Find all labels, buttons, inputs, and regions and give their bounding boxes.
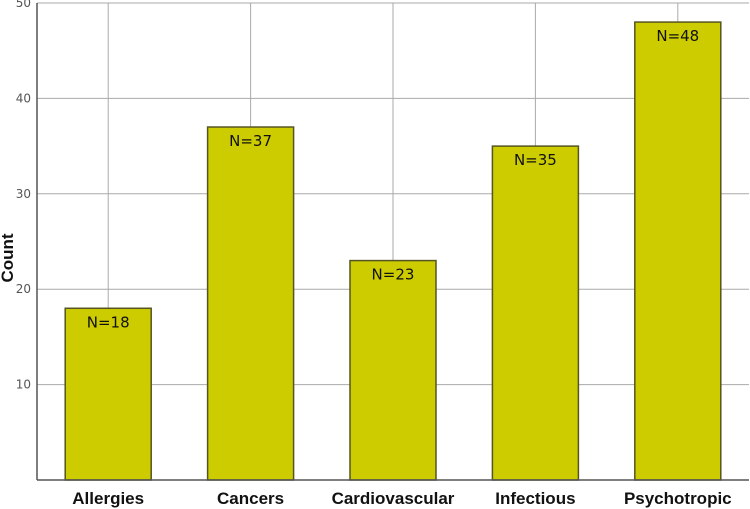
data-label-cardiovascular: N=23 [372,266,415,284]
y-tick-label: 20 [16,282,31,296]
data-labels: N=18 N=37 N=23 N=35 N=48 [87,27,699,331]
y-tick-label: 50 [16,0,31,10]
x-tick-label-infectious: Infectious [495,489,575,508]
bar-cancers [206,126,295,481]
bar-infectious [491,145,580,481]
data-label-cancers: N=37 [229,132,272,150]
x-tick-label-cardiovascular: Cardiovascular [332,489,455,508]
x-tick-label-cancers: Cancers [217,489,284,508]
bar-cardiovascular [349,259,437,481]
y-tick-labels: 10 20 30 40 50 [16,0,31,392]
x-tick-label-allergies: Allergies [72,489,144,508]
y-tick-label: 40 [16,91,31,105]
y-tick-label: 30 [16,187,31,201]
data-label-psychotropic: N=48 [656,27,699,45]
axes [36,3,749,481]
x-tick-label-psychotropic: Psychotropic [624,489,732,508]
x-tick-labels: Allergies Cancers Cardiovascular Infectious… [72,489,731,508]
data-label-infectious: N=35 [514,151,557,169]
y-tick-label: 10 [16,378,31,392]
bar-allergies [64,307,152,481]
data-label-allergies: N=18 [87,313,130,331]
y-axis-title: Count [0,233,17,282]
bar-psychotropic [634,21,722,481]
